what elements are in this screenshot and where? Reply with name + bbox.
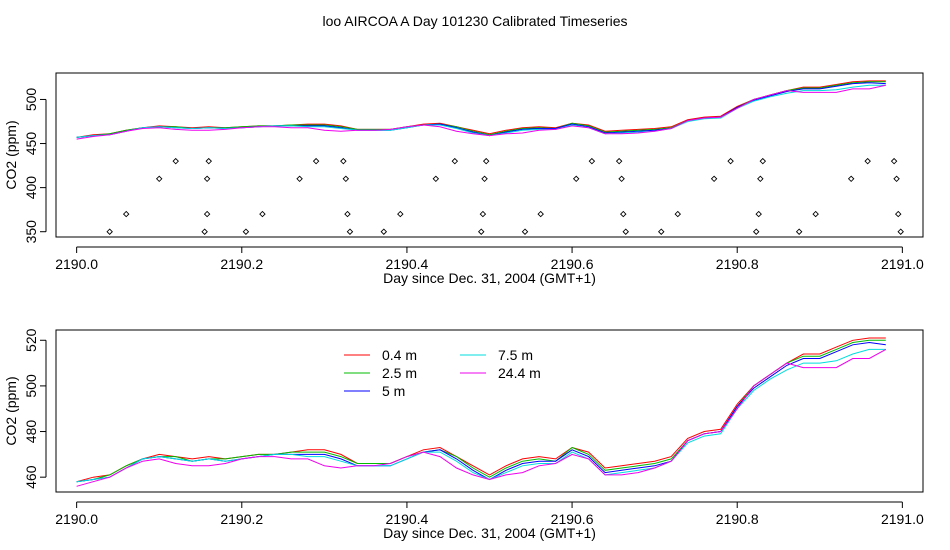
series-line-4 xyxy=(76,348,886,483)
x-tick-label: 2190.0 xyxy=(55,511,98,527)
legend-label: 0.4 m xyxy=(382,347,417,363)
scatter-point xyxy=(344,210,351,218)
y-tick-label: 460 xyxy=(23,465,39,489)
scatter-point xyxy=(897,228,904,235)
scatter-point xyxy=(674,210,681,218)
y-tick-label: 500 xyxy=(23,88,39,112)
y-tick-label: 450 xyxy=(23,132,39,156)
scatter-point xyxy=(346,228,354,235)
scatter-point xyxy=(481,175,488,183)
legend: 0.4 m 2.5 m 5 m 7.5 m 24.4 m xyxy=(344,347,541,399)
y-tick-label: 480 xyxy=(23,420,39,444)
scatter-point xyxy=(588,157,596,165)
scatter-point xyxy=(122,210,130,218)
legend-label: 24.4 m xyxy=(498,365,541,381)
scatter-point xyxy=(451,157,459,165)
scatter-point xyxy=(482,157,490,165)
scatter-point xyxy=(478,228,485,235)
x-tick-label: 2190.2 xyxy=(220,256,263,272)
scatter-point xyxy=(847,175,855,183)
scatter-point xyxy=(203,210,211,218)
scatter-point xyxy=(812,210,819,218)
y-tick-label: 520 xyxy=(23,328,39,352)
x-tick-label: 2190.8 xyxy=(716,256,759,272)
y-tick-label: 400 xyxy=(23,176,39,200)
series-line-5 xyxy=(76,348,887,487)
scatter-point xyxy=(894,210,902,218)
scatter-point xyxy=(312,157,320,165)
series-line-1 xyxy=(76,80,886,138)
scatter-point xyxy=(342,175,350,183)
scatter-point xyxy=(759,157,767,165)
x-tick-label: 2191.0 xyxy=(881,256,924,272)
scatter-point xyxy=(397,210,404,218)
series-line-4 xyxy=(76,84,886,138)
scatter-point xyxy=(893,175,900,183)
scatter-point xyxy=(380,228,388,235)
scatter-point xyxy=(755,210,762,218)
plot-frame xyxy=(55,329,924,493)
scatter-point xyxy=(890,157,898,165)
scatter-point xyxy=(757,175,764,183)
x-tick-label: 2190.6 xyxy=(551,511,594,527)
scatter-point xyxy=(727,157,734,165)
scatter-point xyxy=(172,157,179,165)
scatter-point xyxy=(203,175,211,183)
scatter-point xyxy=(296,175,303,183)
scatter-point xyxy=(615,157,623,165)
x-axis-label: Day since Dec. 31, 2004 (GMT+1) xyxy=(383,525,596,541)
x-tick-label: 2190.8 xyxy=(716,511,759,527)
legend-label: 2.5 m xyxy=(382,365,417,381)
plot-frame xyxy=(55,72,924,238)
legend-label: 7.5 m xyxy=(498,347,533,363)
scatter-point xyxy=(795,228,803,235)
scatter-point xyxy=(242,228,250,235)
scatter-point xyxy=(205,157,212,165)
scatter-point xyxy=(340,157,347,165)
chart-panels: 2190.0 2190.2 2190.4 2190.6 2190.8 2191.0 Day … xyxy=(3,72,924,541)
scatter-point xyxy=(106,228,113,235)
x-tick-label: 2190.4 xyxy=(386,256,429,272)
scatter-point xyxy=(710,175,718,183)
scatter-point xyxy=(155,175,163,183)
x-tick-label: 2190.2 xyxy=(220,511,263,527)
y-tick-label: 500 xyxy=(23,374,39,398)
scatter-point xyxy=(618,175,625,183)
x-tick-label: 2190.6 xyxy=(551,256,594,272)
chart-panel-2: 2190.0 2190.2 2190.4 2190.6 2190.8 2191.0 Day … xyxy=(3,328,924,541)
y-axis-label: CO2 (ppm) xyxy=(3,376,19,445)
scatter-point xyxy=(620,210,627,218)
scatter-point xyxy=(864,157,871,165)
scatter-point xyxy=(752,228,760,235)
scatter-point xyxy=(259,210,266,218)
scatter-point xyxy=(479,210,487,218)
series-line-5 xyxy=(76,84,886,140)
scatter-point xyxy=(572,175,580,183)
scatter-point xyxy=(521,228,529,235)
legend-label: 5 m xyxy=(382,383,405,399)
y-axis-label: CO2 (ppm) xyxy=(3,120,19,189)
series-line-2 xyxy=(76,81,886,138)
chart-title: loo AIRCOA A Day 101230 Calibrated Times… xyxy=(322,13,627,29)
y-tick-label: 350 xyxy=(23,220,39,244)
x-tick-label: 2191.0 xyxy=(881,511,924,527)
scatter-point xyxy=(622,228,629,235)
scatter-point xyxy=(658,228,665,235)
chart-panel-1: 2190.0 2190.2 2190.4 2190.6 2190.8 2191.0 Day … xyxy=(3,72,924,286)
x-tick-label: 2190.4 xyxy=(386,511,429,527)
scatter-point xyxy=(537,210,544,218)
scatter-point xyxy=(432,175,440,183)
series-line-3 xyxy=(76,82,886,138)
x-tick-label: 2190.0 xyxy=(55,256,98,272)
x-axis-label: Day since Dec. 31, 2004 (GMT+1) xyxy=(383,270,596,286)
scatter-point xyxy=(201,228,208,235)
